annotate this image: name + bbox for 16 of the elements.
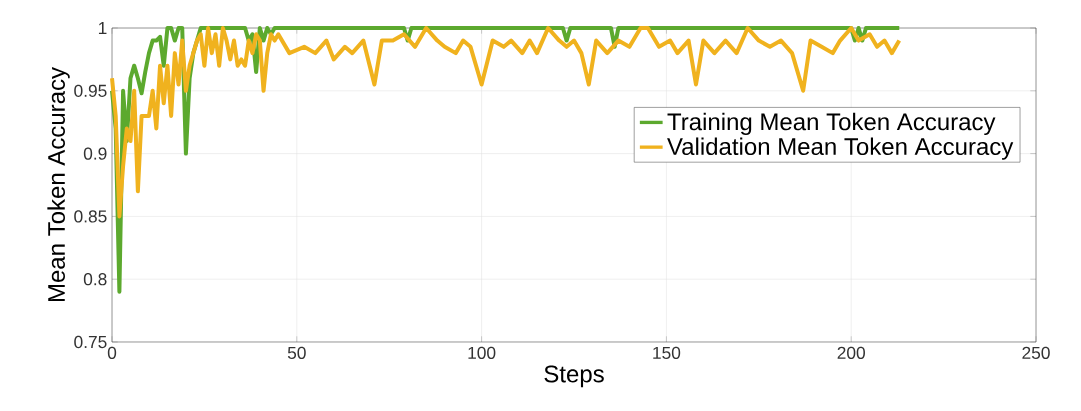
x-tick-label: 250 xyxy=(1022,346,1050,359)
y-tick-label: 0.75 xyxy=(74,335,107,349)
y-tick-label: 0.85 xyxy=(74,210,107,223)
x-tick-label: 150 xyxy=(653,346,681,359)
y-tick-label: 0.95 xyxy=(74,84,107,97)
y-tick-label: 0.8 xyxy=(83,273,107,286)
x-tick-label: 100 xyxy=(468,346,496,359)
x-tick-label: 0 xyxy=(107,346,117,359)
y-tick-label: 0.9 xyxy=(83,147,107,160)
y-tick-label: 1 xyxy=(98,22,107,34)
legend-label: Training Mean Token Accuracy xyxy=(667,112,996,136)
legend-label: Validation Mean Token Accuracy xyxy=(667,137,1014,160)
x-axis-title: Steps xyxy=(544,365,604,388)
x-tick-label: 50 xyxy=(287,346,306,359)
y-axis-title: Mean Token Accuracy xyxy=(47,67,70,302)
x-tick-label: 200 xyxy=(837,346,865,359)
